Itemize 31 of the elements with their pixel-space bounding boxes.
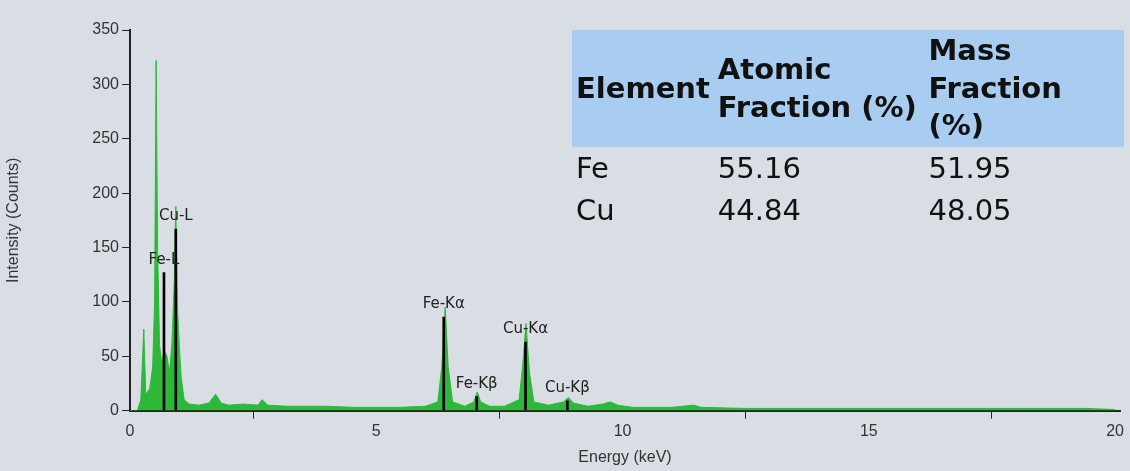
bar — [475, 396, 479, 411]
y-tick-label: 200 — [92, 183, 120, 201]
x-tick-label: 20 — [1106, 421, 1125, 439]
y-tick-label: 0 — [110, 401, 120, 419]
x-tick-label: 15 — [859, 421, 878, 439]
bar — [566, 400, 569, 411]
data-label: 55.16 — [716, 150, 802, 188]
y-tick-label: 100 — [92, 292, 120, 310]
y-tick-label: 150 — [92, 237, 120, 255]
legend-title: Element — [572, 30, 714, 148]
data-label: 44.84 — [716, 192, 802, 230]
x-tick-label: 0 — [125, 421, 135, 439]
x-axis-title: Energy (keV) — [578, 447, 672, 465]
y-axis-title: Intensity (Counts) — [4, 157, 22, 283]
y-tick-label: 300 — [92, 74, 120, 92]
y-tick-label: 50 — [101, 346, 120, 364]
data-label: 48.05 — [927, 192, 1013, 230]
y-tick-label: 250 — [92, 129, 120, 147]
data-label: 51.95 — [927, 150, 1013, 188]
x-tick-label: 10 — [613, 421, 632, 439]
annotation: Fe-Kβ — [455, 373, 498, 392]
text: Mass Fraction (%) — [924, 30, 1124, 148]
category-label: Cu — [575, 192, 616, 230]
category-label: Fe — [575, 150, 610, 188]
annotation: Cu-Kβ — [544, 378, 590, 397]
y-tick-label: 350 — [92, 20, 120, 38]
text: Atomic Fraction (%) — [713, 30, 925, 148]
annotation: Fe-Kα — [422, 294, 465, 313]
bar — [442, 316, 446, 411]
x-tick-label: 5 — [371, 421, 381, 439]
bar — [524, 341, 527, 411]
